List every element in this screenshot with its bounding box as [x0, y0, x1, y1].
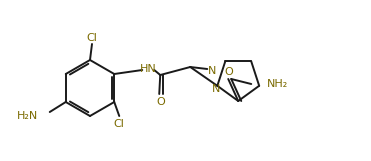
Text: N: N: [208, 66, 216, 76]
Text: Cl: Cl: [114, 119, 125, 129]
Text: O: O: [157, 97, 165, 107]
Text: O: O: [225, 67, 234, 77]
Text: NH₂: NH₂: [267, 79, 289, 89]
Text: HN: HN: [140, 64, 157, 74]
Text: H₂N: H₂N: [16, 111, 38, 121]
Text: N: N: [212, 84, 220, 94]
Text: Cl: Cl: [86, 33, 98, 43]
